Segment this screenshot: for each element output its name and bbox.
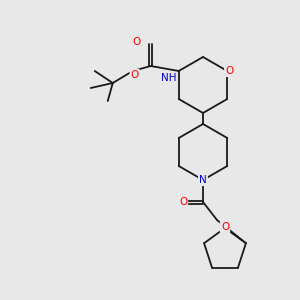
Text: N: N [199,175,207,185]
Text: O: O [179,197,187,207]
Text: O: O [130,70,139,80]
Text: O: O [221,222,229,232]
Text: O: O [133,37,141,47]
Text: O: O [225,66,233,76]
Text: NH: NH [161,73,176,83]
